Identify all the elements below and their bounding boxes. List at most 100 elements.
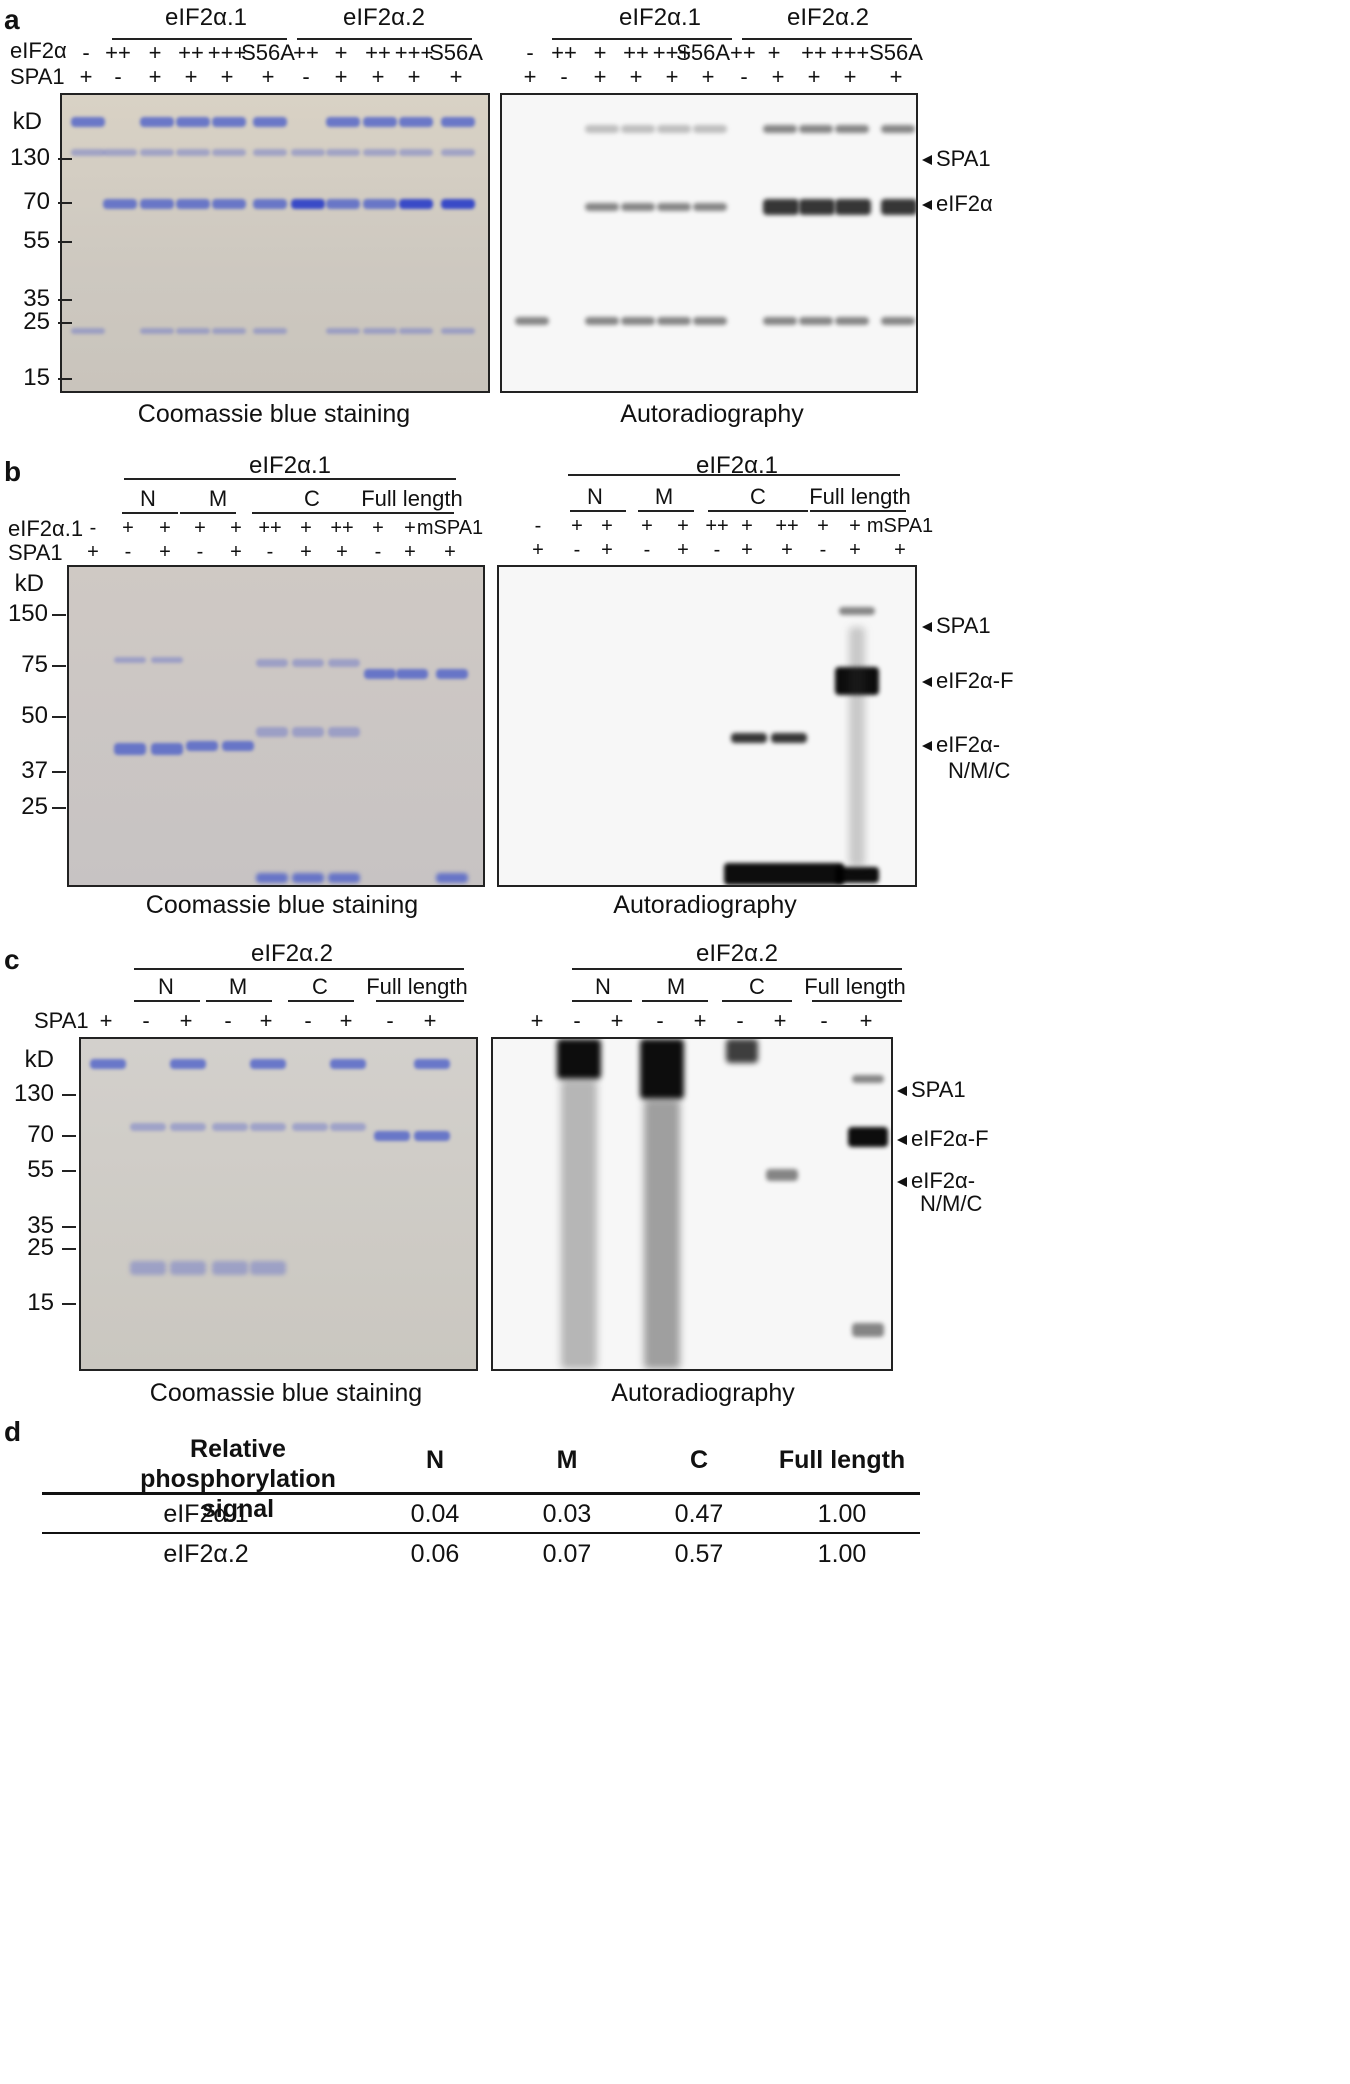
mw-marker-label: 15 [27,1289,54,1316]
mw-tick [62,1248,76,1250]
lane-label: S56A++ [676,40,756,65]
gel-band [250,1059,286,1069]
gel-band [212,1123,248,1131]
lane-label: ++ [365,40,391,65]
mw-tick [62,1226,76,1228]
gel-band [103,149,137,156]
gel-band [140,149,174,156]
group-label: eIF2α.2 [251,940,333,967]
table-col-full-length: Full length [778,1446,906,1474]
lane-label: + [148,40,162,65]
gel-band [621,317,655,325]
gel-band [256,873,288,883]
gel-band [881,317,915,325]
gel-band [835,317,869,325]
subgroup-label: M [208,486,228,511]
gel-band [561,1079,597,1369]
row-label-spa1: SPA1 [10,64,65,89]
group-label: eIF2α.2 [696,940,778,967]
gel-band [253,117,287,127]
caption-autoradiography: Autoradiography [620,400,804,428]
subgroup-label: N [140,486,156,511]
mw-tick [58,202,72,204]
lane-label: + [300,517,312,539]
subgroup-label: M [666,974,686,999]
lane-label: + [449,64,463,89]
subgroup-line [180,512,236,514]
lane-label: + [404,541,416,563]
lane-label: - [89,517,97,539]
gel-band [640,1039,684,1099]
lane-label: + [334,40,348,65]
subgroup-label: C [312,974,328,999]
gel-band [212,328,246,334]
subgroup-line [638,510,694,512]
gel-band [212,199,246,209]
gel-band [585,317,619,325]
gel-band [621,203,655,211]
mw-marker-label: 35 [23,285,50,312]
lane-label: + [404,517,416,539]
gel-band [441,199,475,209]
lane-label: + [336,541,348,563]
table-row-name: eIF2α.1 [163,1500,249,1528]
mw-marker-label: 25 [23,308,50,335]
gel-band [151,657,183,663]
gel-band [114,657,146,663]
gel-band [363,199,397,209]
gel-band [170,1261,206,1275]
panel-d-letter: d [4,1416,22,1447]
mw-tick [58,299,72,301]
gel-band [292,659,324,667]
gel-band [253,149,287,156]
gel-band [374,1131,410,1141]
gel-band [140,117,174,127]
mw-tick [52,716,66,718]
caption-autoradiography: Autoradiography [611,1379,795,1407]
gel-band [212,1261,248,1275]
subgroup-line [708,510,808,512]
lane-label: + [230,541,242,563]
lane-label: + [532,539,544,561]
mw-tick [58,241,72,243]
gel-band [441,328,475,334]
mw-marker-label: 130 [9,144,50,171]
lane-label: - [534,515,542,537]
lane-label: + [849,515,861,537]
gel-band [693,203,727,211]
arrow-label-eif2a-nmc: eIF2α- [897,1170,975,1192]
lane-label: + [629,64,643,89]
group-label: eIF2α.1 [696,452,778,479]
subgroup-line [572,1000,632,1002]
lane-label: + [741,539,753,561]
gel-band [585,125,619,133]
group-label: eIF2α.1 [619,4,701,31]
gel-band [222,741,254,751]
lane-label: + [122,517,134,539]
gel-band [839,607,875,615]
gel-band [212,117,246,127]
gel-band [835,667,879,695]
lane-label: ++ [178,40,204,65]
arrow-label-nmc: N/M/C [920,1191,983,1216]
gel-band [212,149,246,156]
mw-marker-label: 55 [27,1156,54,1183]
gel-band [326,328,360,334]
lane-label: + [523,64,537,89]
gel-band [364,669,396,679]
gel-band [693,125,727,133]
lane-label: ++ [623,40,649,65]
mw-marker-label: 70 [23,188,50,215]
lane-label: + [889,64,903,89]
lane-label: +++ [652,40,692,65]
gel-band [291,149,325,156]
lane-label: + [530,1008,544,1033]
mw-marker-label: 15 [23,364,50,391]
lane-label: + [601,539,613,561]
lane-label: + [159,541,171,563]
gel-band [170,1059,206,1069]
gel-band [881,199,916,215]
mw-marker-label: 25 [27,1234,54,1261]
lane-label: + [407,64,421,89]
mw-marker-label: 35 [27,1212,54,1239]
